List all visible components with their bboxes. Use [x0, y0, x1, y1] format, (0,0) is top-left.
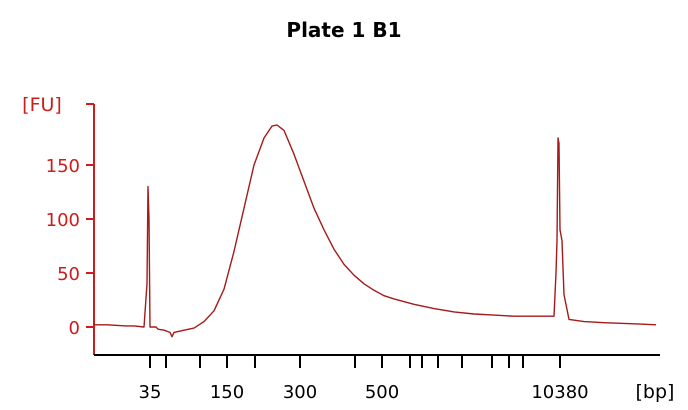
- x-tick-label: 35: [139, 382, 162, 403]
- y-axis: [FU] 0 50 100 150: [22, 94, 95, 355]
- series-group: [94, 124, 657, 338]
- x-tick-label: 300: [283, 382, 317, 403]
- x-tick-label: 10380: [531, 382, 588, 403]
- y-tick-label: 0: [69, 318, 80, 339]
- y-tick-label: 50: [57, 264, 80, 285]
- y-axis-unit-label: [FU]: [22, 94, 62, 116]
- chart-title: Plate 1 B1: [286, 18, 402, 42]
- y-tick-label: 150: [46, 156, 80, 177]
- y-tick-label: 100: [46, 210, 80, 231]
- x-tick-label: 150: [210, 382, 244, 403]
- x-axis-unit-label: [bp]: [636, 381, 675, 403]
- x-tick-label: 500: [365, 382, 399, 403]
- x-axis: 35 150 300 500 10380 [bp]: [94, 354, 675, 403]
- series-line: [94, 124, 657, 338]
